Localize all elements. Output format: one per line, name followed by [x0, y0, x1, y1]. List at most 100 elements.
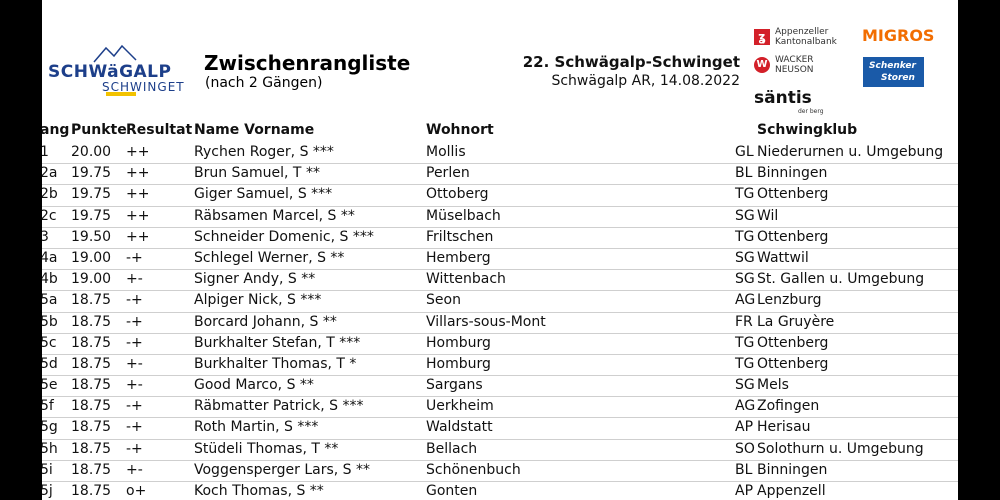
table-row: 4a 19.00 -+ Schlegel Werner, S ** Hemberg SG W…: [42, 249, 958, 271]
cell-kanton: SO: [735, 440, 755, 457]
cell-rang: 5e: [42, 377, 58, 394]
cell-punkte: 18.75: [71, 313, 112, 330]
cell-resultat: -+: [126, 313, 143, 330]
cell-wohnort: Müselbach: [426, 207, 501, 224]
page-subtitle: (nach 2 Gängen): [205, 75, 323, 91]
cell-name: Borcard Johann, S **: [194, 313, 337, 330]
cell-resultat: +-: [126, 461, 143, 478]
cell-rang: 4a: [42, 249, 58, 266]
cell-kanton: AG: [735, 398, 756, 415]
cell-kanton: TG: [735, 334, 755, 351]
cell-rang: 5c: [42, 334, 57, 351]
table-row: 5b 18.75 -+ Borcard Johann, S ** Villars-sou…: [42, 313, 958, 334]
cell-punkte: 20.00: [71, 144, 112, 160]
cell-punkte: 19.75: [71, 186, 112, 203]
cell-kanton: SG: [735, 249, 755, 266]
table-row: 5e 18.75 +- Good Marco, S ** Sargans SG Mels: [42, 376, 958, 398]
cell-rang: 5a: [42, 292, 58, 309]
ranking-document: SCHWäGALP SCHWINGET Zwischenrangliste (n…: [42, 0, 958, 500]
cell-kanton: AG: [735, 292, 756, 309]
header-schwingklub: Schwingklub: [757, 122, 858, 138]
table-row: 5a 18.75 -+ Alpiger Nick, S *** Seon AG Lenzbu…: [42, 291, 958, 313]
sponsor-wacker-line1: WACKER: [775, 55, 814, 65]
header-wohnort: Wohnort: [426, 122, 494, 138]
cell-punkte: 18.75: [71, 398, 112, 415]
cell-kanton: TG: [735, 355, 755, 372]
table-row: 1 20.00 ++ Rychen Roger, S *** Mollis GL Niede…: [42, 143, 958, 165]
cell-schwingklub: Wattwil: [757, 249, 809, 266]
mountain-logo-icon: [93, 44, 137, 96]
cell-rang: 5d: [42, 355, 58, 372]
cell-resultat: -+: [126, 440, 143, 457]
cell-schwingklub: Appenzell: [757, 483, 826, 499]
cell-rang: 4b: [42, 271, 58, 288]
header-punkte: Punkte: [71, 122, 127, 138]
sponsor-migros: MIGROS: [862, 26, 935, 45]
cell-resultat: -+: [126, 292, 143, 309]
cell-punkte: 18.75: [71, 461, 112, 478]
cell-kanton: SG: [735, 207, 755, 224]
table-row: 2a 19.75 ++ Brun Samuel, T ** Perlen BL Binnin…: [42, 164, 958, 186]
cell-name: Stüdeli Thomas, T **: [194, 440, 339, 457]
cell-wohnort: Hemberg: [426, 249, 491, 266]
table-row: 4b 19.00 +- Signer Andy, S ** Wittenbach SG St…: [42, 270, 958, 292]
cell-wohnort: Mollis: [426, 144, 466, 160]
cell-kanton: SG: [735, 377, 755, 394]
cell-schwingklub: Zofingen: [757, 398, 820, 415]
cell-schwingklub: St. Gallen u. Umgebung: [757, 271, 925, 288]
cell-resultat: -+: [126, 398, 143, 415]
cell-rang: 5g: [42, 419, 58, 436]
page-title: Zwischenrangliste: [204, 51, 411, 75]
sponsor-akb-line2: Kantonalbank: [775, 37, 837, 47]
cell-schwingklub: Ottenberg: [757, 186, 829, 203]
cell-punkte: 18.75: [71, 334, 112, 351]
sponsor-saentis-wordmark: säntis: [754, 88, 812, 108]
cell-schwingklub: Ottenberg: [757, 355, 829, 372]
cell-schwingklub: Binningen: [757, 165, 828, 182]
header-name: Name Vorname: [194, 122, 315, 138]
cell-wohnort: Ottoberg: [426, 186, 489, 203]
cell-resultat: ++: [126, 228, 150, 245]
cell-schwingklub: Herisau: [757, 419, 811, 436]
cell-rang: 2c: [42, 207, 57, 224]
cell-resultat: +-: [126, 271, 143, 288]
table-row: 5j 18.75 o+ Koch Thomas, S ** Gonten AP Appenz…: [42, 482, 958, 500]
cell-name: Burkhalter Stefan, T ***: [194, 334, 361, 351]
cell-rang: 2b: [42, 186, 58, 203]
cell-wohnort: Bellach: [426, 440, 478, 457]
cell-punkte: 18.75: [71, 419, 112, 436]
cell-kanton: SG: [735, 271, 755, 288]
cell-punkte: 19.50: [71, 228, 112, 245]
table-header: ang Punkte Resultat Name Vorname Wohnort…: [42, 122, 958, 140]
logo-subtitle: SCHWINGET: [102, 80, 185, 94]
cell-schwingklub: Mels: [757, 377, 789, 394]
cell-punkte: 19.75: [71, 165, 112, 182]
table-row: 2b 19.75 ++ Giger Samuel, S *** Ottoberg TG Ot…: [42, 185, 958, 207]
cell-schwingklub: Solothurn u. Umgebung: [757, 440, 924, 457]
cell-schwingklub: Niederurnen u. Umgebung: [757, 144, 944, 160]
ranking-table: 1 20.00 ++ Rychen Roger, S *** Mollis GL Niede…: [42, 143, 958, 500]
cell-rang: 1: [42, 144, 49, 160]
cell-kanton: BL: [735, 461, 753, 478]
cell-wohnort: Sargans: [426, 377, 483, 394]
event-name: 22. Schwägalp-Schwinget: [522, 53, 740, 71]
cell-rang: 5j: [42, 483, 53, 499]
cell-punkte: 19.00: [71, 271, 112, 288]
cell-name: Roth Martin, S ***: [194, 419, 319, 436]
sponsor-wacker-line2: NEUSON: [775, 65, 814, 75]
cell-schwingklub: La Gruyère: [757, 313, 835, 330]
header-resultat: Resultat: [126, 122, 193, 138]
cell-wohnort: Homburg: [426, 334, 491, 351]
cell-name: Voggensperger Lars, S **: [194, 461, 370, 478]
sponsor-akb-line1: Appenzeller: [775, 27, 829, 37]
cell-wohnort: Wittenbach: [426, 271, 506, 288]
logo-wordmark: SCHWäGALP: [48, 62, 172, 82]
cell-kanton: AP: [735, 483, 754, 499]
cell-rang: 5f: [42, 398, 54, 415]
header-rang: ang: [42, 122, 70, 138]
cell-punkte: 18.75: [71, 440, 112, 457]
cell-schwingklub: Ottenberg: [757, 334, 829, 351]
cell-rang: 5i: [42, 461, 53, 478]
cell-kanton: TG: [735, 228, 755, 245]
cell-resultat: -+: [126, 249, 143, 266]
